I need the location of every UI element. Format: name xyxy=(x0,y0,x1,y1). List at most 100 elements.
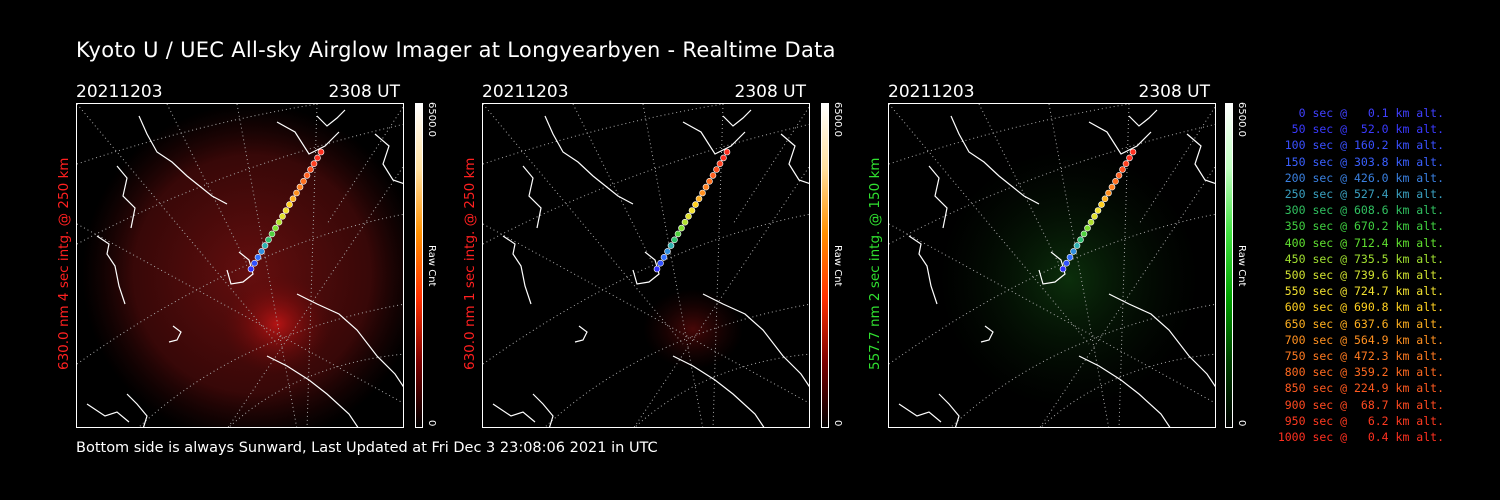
panel-3-allsky-image xyxy=(888,103,1216,428)
trajectory-point xyxy=(1066,254,1074,261)
trajectory-point xyxy=(1105,189,1112,197)
panel-2-time: 2308 UT xyxy=(734,82,807,102)
trajectory-point xyxy=(251,259,258,267)
footer-note: Bottom side is always Sunward, Last Upda… xyxy=(76,440,658,456)
coastline xyxy=(266,355,359,427)
panel-2-aurora-spot xyxy=(643,289,743,369)
trajectory-point xyxy=(279,213,286,220)
legend-row: 0 sec @ 0.1 km alt. xyxy=(1277,106,1444,120)
trajectory-point xyxy=(1129,148,1137,156)
legend-row: 900 sec @ 68.7 km alt. xyxy=(1277,397,1444,412)
trajectory-point xyxy=(293,189,300,197)
coastline xyxy=(980,325,994,343)
coastline xyxy=(780,133,809,184)
coastline xyxy=(722,109,752,127)
trajectory-point xyxy=(1112,178,1119,185)
legend-row: 150 sec @ 303.8 km alt. xyxy=(1277,154,1444,169)
legend-row: 350 sec @ 670.2 km alt. xyxy=(1277,219,1444,234)
trajectory-point xyxy=(1126,154,1133,162)
trajectory-point xyxy=(296,183,304,191)
lat-lon-gridline xyxy=(950,303,1215,427)
trajectory-point xyxy=(1091,213,1098,220)
coastline xyxy=(682,121,746,155)
trajectory-legend: 0 sec @ 0.1 km alt. 50 sec @ 52.0 km alt… xyxy=(1260,105,1444,445)
trajectory-point xyxy=(688,207,696,214)
coastline xyxy=(138,115,228,205)
lat-lon-gridline xyxy=(483,123,809,245)
trajectory-point xyxy=(1073,242,1081,249)
legend-row: 600 sec @ 690.8 km alt. xyxy=(1277,300,1444,315)
legend-row: 750 sec @ 472.3 km alt. xyxy=(1277,349,1444,364)
panel-1-map-svg xyxy=(77,104,403,427)
trajectory-point xyxy=(254,254,262,261)
legend-row: 50 sec @ 52.0 km alt. xyxy=(1277,122,1444,137)
trajectory-point xyxy=(1077,236,1084,244)
trajectory-point xyxy=(275,218,283,226)
panel-1-ylabel: 630.0 nm 4 sec intg. @ 250 km xyxy=(56,157,72,370)
coastline xyxy=(502,235,532,305)
panel-2-colorbar-unit: Raw Cnt xyxy=(832,245,843,287)
lat-lon-gridline xyxy=(544,303,809,427)
trajectory-point xyxy=(1070,248,1077,255)
lat-lon-gridline xyxy=(483,104,724,165)
legend-row: 400 sec @ 712.4 km alt. xyxy=(1277,235,1444,250)
trajectory-point xyxy=(286,201,293,208)
trajectory-point xyxy=(1059,265,1067,273)
trajectory-point xyxy=(1108,183,1116,191)
panel-2-date: 20211203 xyxy=(482,82,569,102)
legend-row: 500 sec @ 739.6 km alt. xyxy=(1277,268,1444,283)
panel-3-time: 2308 UT xyxy=(1138,82,1211,102)
legend-row: 450 sec @ 735.5 km alt. xyxy=(1277,251,1444,266)
trajectory-point xyxy=(720,154,727,162)
legend-row: 950 sec @ 6.2 km alt. xyxy=(1277,413,1444,428)
lat-lon-gridline xyxy=(633,166,809,427)
trajectory-point xyxy=(671,236,678,244)
legend-row: 850 sec @ 224.9 km alt. xyxy=(1277,381,1444,396)
lat-lon-gridline xyxy=(889,123,1215,245)
coastline xyxy=(908,235,938,305)
panel-1-colorbar-unit: Raw Cnt xyxy=(426,245,437,287)
coastline xyxy=(96,235,126,305)
panel-3-colorbar-min: 0 xyxy=(1236,420,1247,427)
coastline xyxy=(1108,293,1215,388)
panel-1-colorbar xyxy=(415,103,423,428)
coastline xyxy=(702,293,809,388)
lat-lon-gridline xyxy=(889,104,1090,345)
trajectory-point xyxy=(664,248,671,255)
panel-1-time: 2308 UT xyxy=(328,82,401,102)
trajectory-point xyxy=(1063,259,1070,267)
trajectory-point xyxy=(1115,172,1123,179)
coastline xyxy=(950,115,1040,205)
lat-lon-gridline xyxy=(77,104,278,345)
trajectory-point xyxy=(699,189,706,197)
panel-1-allsky-image xyxy=(76,103,404,428)
trajectory-point xyxy=(1122,160,1130,168)
trajectory-point xyxy=(685,213,692,220)
lat-lon-gridline xyxy=(634,353,809,427)
coastline xyxy=(86,403,130,423)
panel-3-colorbar-max: 6500.0 xyxy=(1236,102,1247,137)
coastline xyxy=(1128,109,1158,127)
lat-lon-gridline xyxy=(732,106,809,225)
trajectory-point xyxy=(1119,166,1126,173)
lat-lon-gridline xyxy=(572,104,654,265)
coastline xyxy=(226,251,254,285)
coastline xyxy=(1038,251,1066,285)
trajectory-point xyxy=(300,178,307,185)
trajectory-point xyxy=(702,183,710,191)
coastline xyxy=(1088,121,1152,155)
coastline xyxy=(492,403,536,423)
panel-2-colorbar-max: 6500.0 xyxy=(832,102,843,137)
panel-2-colorbar xyxy=(821,103,829,428)
lat-lon-gridline xyxy=(138,303,403,427)
legend-row: 800 sec @ 359.2 km alt. xyxy=(1277,365,1444,380)
lat-lon-gridline xyxy=(77,123,403,245)
trajectory-point xyxy=(678,224,685,232)
trajectory-point xyxy=(716,160,724,168)
trajectory-point xyxy=(307,166,314,173)
trajectory-point xyxy=(261,242,269,249)
legend-row: 300 sec @ 608.6 km alt. xyxy=(1277,203,1444,218)
trajectory-point xyxy=(310,160,318,168)
trajectory-point xyxy=(657,259,664,267)
trajectory-point xyxy=(272,224,279,232)
